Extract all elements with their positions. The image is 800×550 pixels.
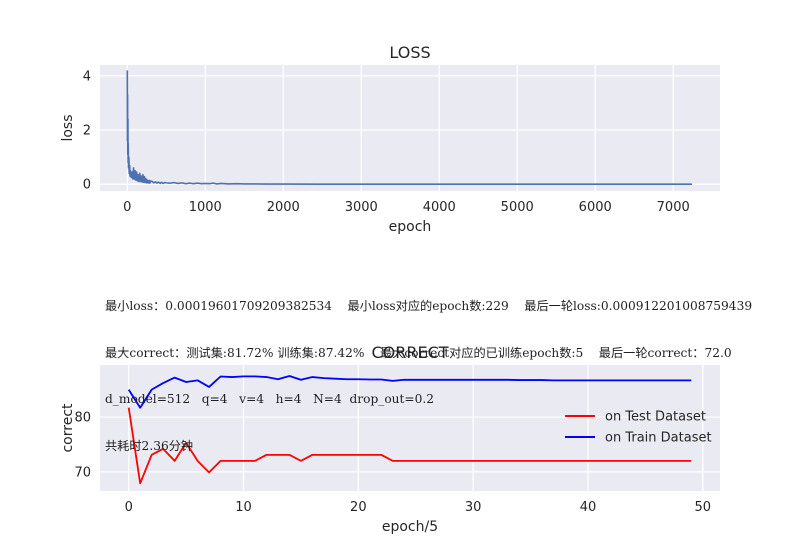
series-line-0 bbox=[127, 407, 692, 485]
x-tick-label: 4000 bbox=[423, 200, 456, 215]
y-axis-label: loss bbox=[60, 114, 76, 141]
x-tick-label: 10 bbox=[235, 500, 252, 515]
chart-correct bbox=[100, 365, 720, 491]
y-tick-label: 2 bbox=[83, 124, 91, 139]
x-tick-label: 50 bbox=[695, 500, 712, 515]
x-tick-label: 0 bbox=[125, 500, 133, 515]
plot-area bbox=[100, 65, 720, 191]
x-axis-label: epoch bbox=[389, 219, 432, 235]
stats-line-correct: 最大correct：测试集:81.72% 训练集:87.42% 最大correc… bbox=[105, 345, 732, 360]
x-tick-label: 2000 bbox=[267, 200, 300, 215]
x-tick-label: 30 bbox=[465, 500, 482, 515]
x-tick-label: 0 bbox=[123, 200, 131, 215]
x-tick-label: 3000 bbox=[345, 200, 378, 215]
stats-text-block: 最小loss：0.00019601709209382534 最小loss对应的e… bbox=[105, 268, 800, 470]
y-tick-label: 0 bbox=[83, 178, 91, 193]
chart-title: CORRECT bbox=[371, 343, 448, 362]
chart-title: LOSS bbox=[389, 43, 430, 62]
y-tick-label: 4 bbox=[83, 69, 91, 84]
x-tick-label: 6000 bbox=[579, 200, 612, 215]
x-axis-label: epoch/5 bbox=[382, 519, 438, 535]
series-line-0 bbox=[126, 70, 692, 185]
x-tick-label: 20 bbox=[350, 500, 367, 515]
legend-label: on Train Dataset bbox=[605, 431, 712, 446]
y-tick-label: 70 bbox=[74, 465, 91, 480]
stats-line-hyperparams: d_model=512 q=4 v=4 h=4 N=4 drop_out=0.2 bbox=[105, 392, 435, 406]
x-tick-label: 1000 bbox=[189, 200, 222, 215]
chart-loss bbox=[100, 65, 720, 191]
stats-line-loss: 最小loss：0.00019601709209382534 最小loss对应的e… bbox=[105, 299, 753, 313]
x-tick-label: 7000 bbox=[657, 200, 690, 215]
y-tick-label: 80 bbox=[74, 411, 91, 426]
x-tick-label: 5000 bbox=[501, 200, 534, 215]
stats-line-duration: 共耗时2.36分钟 bbox=[105, 438, 194, 453]
x-tick-label: 40 bbox=[580, 500, 597, 515]
series-line-1 bbox=[127, 375, 692, 409]
y-axis-label: correct bbox=[60, 403, 76, 453]
legend-label: on Test Dataset bbox=[605, 410, 706, 425]
plot-area bbox=[100, 365, 720, 491]
